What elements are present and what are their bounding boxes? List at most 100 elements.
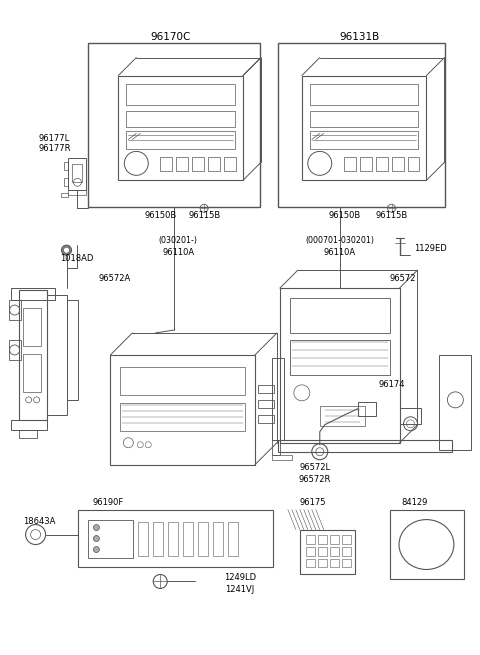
Text: 96572: 96572: [390, 274, 416, 282]
Bar: [63, 162, 69, 170]
Bar: [63, 178, 69, 186]
Bar: [306, 546, 315, 555]
Bar: [138, 521, 148, 555]
Circle shape: [94, 536, 99, 542]
Bar: [224, 157, 236, 172]
Bar: [88, 43, 260, 207]
Bar: [272, 455, 292, 460]
Bar: [183, 521, 193, 555]
Bar: [192, 157, 204, 172]
Text: 96177R: 96177R: [38, 144, 71, 153]
Bar: [280, 288, 399, 443]
Bar: [278, 43, 445, 207]
Bar: [126, 132, 235, 149]
Text: 96131B: 96131B: [339, 31, 380, 42]
Bar: [342, 559, 351, 567]
Text: 84129: 84129: [401, 498, 428, 507]
Bar: [168, 521, 178, 555]
Bar: [126, 111, 235, 128]
Circle shape: [63, 247, 70, 253]
Bar: [198, 521, 208, 555]
Bar: [176, 157, 188, 172]
Bar: [19, 290, 47, 420]
Bar: [258, 400, 274, 408]
Circle shape: [94, 546, 99, 553]
Text: 96175: 96175: [300, 498, 326, 507]
Bar: [47, 295, 67, 415]
Bar: [392, 157, 404, 172]
Text: 96115B: 96115B: [375, 211, 408, 219]
Bar: [228, 521, 238, 555]
Bar: [320, 406, 365, 426]
Bar: [344, 157, 356, 172]
Text: (000701-030201): (000701-030201): [305, 236, 374, 245]
Text: 18643A: 18643A: [23, 517, 55, 526]
Bar: [9, 340, 21, 360]
Bar: [9, 300, 21, 320]
Bar: [23, 354, 41, 392]
Bar: [120, 367, 245, 395]
Bar: [310, 111, 419, 128]
Text: 96150B: 96150B: [144, 211, 176, 219]
Bar: [11, 288, 55, 300]
Bar: [290, 298, 390, 333]
Text: 96174: 96174: [378, 381, 405, 389]
Bar: [390, 510, 464, 580]
Text: 96572R: 96572R: [299, 475, 331, 484]
Bar: [306, 559, 315, 567]
Bar: [318, 534, 327, 544]
Bar: [78, 510, 273, 567]
Text: 96115B: 96115B: [189, 211, 221, 219]
Text: 96190F: 96190F: [93, 498, 124, 507]
Bar: [278, 440, 452, 452]
Bar: [300, 530, 355, 574]
Bar: [208, 157, 220, 172]
Text: 1241VJ: 1241VJ: [226, 585, 254, 594]
Bar: [358, 402, 376, 416]
Bar: [126, 84, 235, 105]
Bar: [310, 132, 419, 149]
Bar: [272, 358, 284, 440]
Bar: [11, 420, 47, 430]
Bar: [213, 521, 223, 555]
Text: 1249LD: 1249LD: [224, 573, 256, 582]
Text: 96572L: 96572L: [299, 463, 330, 472]
Text: 96572A: 96572A: [98, 274, 131, 282]
Bar: [439, 355, 471, 450]
Bar: [67, 300, 78, 400]
Bar: [120, 403, 245, 431]
Bar: [290, 340, 390, 375]
Text: 1129ED: 1129ED: [415, 244, 447, 253]
Bar: [408, 157, 420, 172]
Circle shape: [94, 525, 99, 531]
Bar: [23, 308, 41, 346]
Bar: [258, 415, 274, 422]
Text: 96177L: 96177L: [38, 134, 70, 143]
Bar: [60, 193, 69, 197]
Circle shape: [61, 245, 72, 255]
Bar: [399, 408, 421, 424]
Bar: [272, 440, 280, 455]
Bar: [19, 430, 36, 438]
Bar: [258, 385, 274, 393]
Text: 96170C: 96170C: [150, 31, 191, 42]
Bar: [330, 559, 339, 567]
Bar: [330, 546, 339, 555]
Bar: [318, 546, 327, 555]
Text: 96110A: 96110A: [324, 248, 356, 257]
Bar: [342, 534, 351, 544]
Bar: [69, 191, 86, 195]
Text: 96150B: 96150B: [329, 211, 361, 219]
Bar: [72, 164, 83, 182]
Text: 1018AD: 1018AD: [60, 253, 94, 263]
Bar: [160, 157, 172, 172]
Bar: [302, 75, 426, 180]
Bar: [119, 75, 243, 180]
Bar: [318, 559, 327, 567]
Bar: [69, 159, 86, 191]
Bar: [310, 84, 419, 105]
Bar: [88, 519, 133, 557]
Bar: [342, 546, 351, 555]
Text: (030201-): (030201-): [159, 236, 198, 245]
Bar: [360, 157, 372, 172]
